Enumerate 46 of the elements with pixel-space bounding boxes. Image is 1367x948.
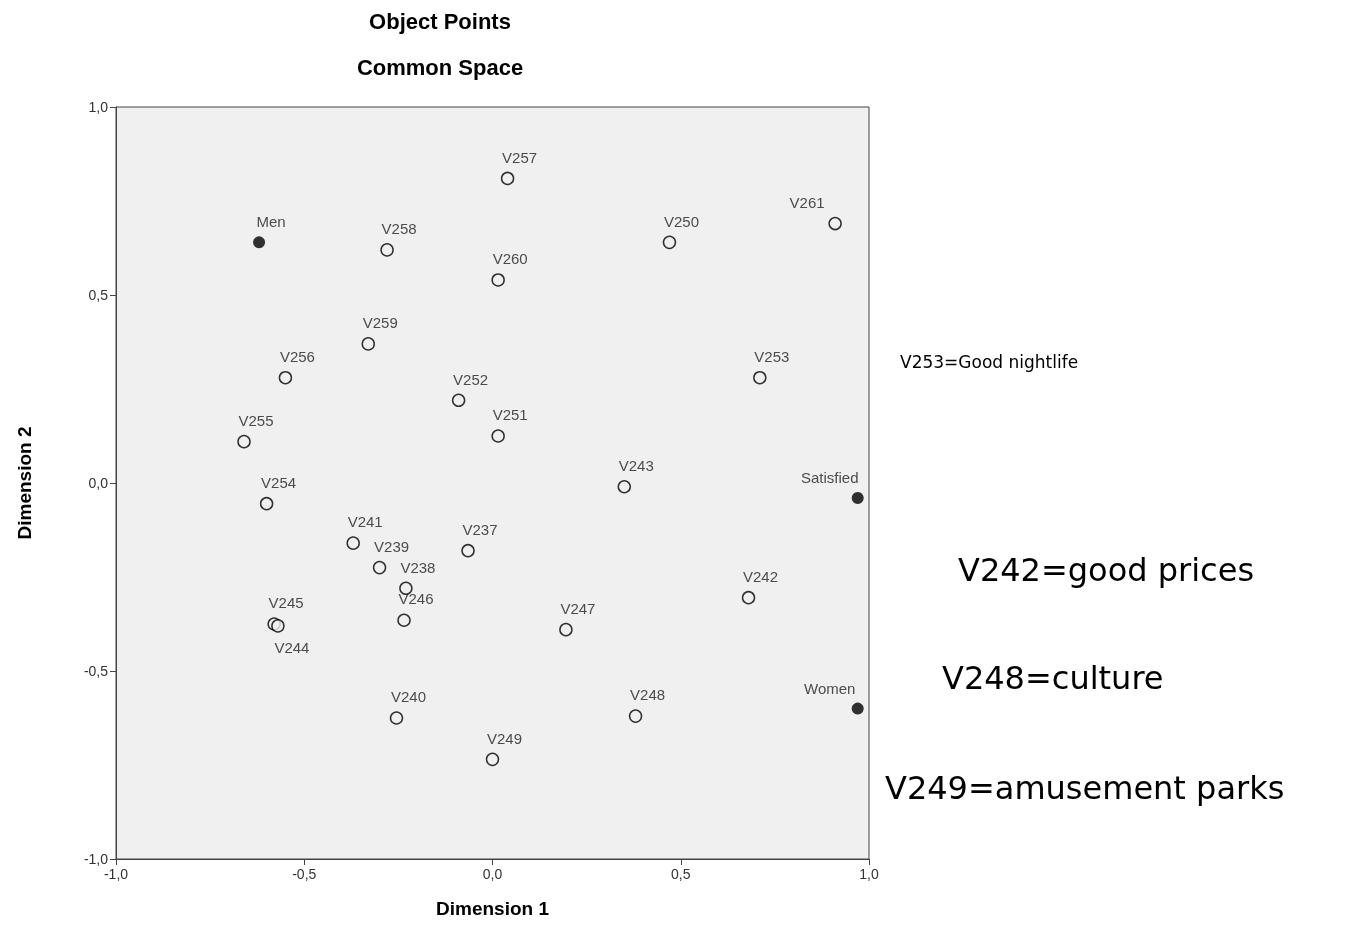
data-label: V242 <box>743 567 779 585</box>
data-label: V259 <box>362 314 398 332</box>
y-tick-label: -0,5 <box>83 663 109 679</box>
data-label: V250 <box>663 212 699 230</box>
data-label: V257 <box>502 148 538 166</box>
data-label: V237 <box>462 520 498 538</box>
y-tick-label: 1,0 <box>88 99 109 115</box>
data-label: V243 <box>618 457 654 475</box>
data-label: V239 <box>374 537 410 555</box>
text: V248=culture <box>942 659 1164 697</box>
data-label: Men <box>256 213 286 231</box>
y-tick-label: -1,0 <box>83 851 109 867</box>
x-tick-label: 0,0 <box>482 866 503 882</box>
data-label: V244 <box>274 638 310 656</box>
data-label: V238 <box>400 558 436 576</box>
data-label: V247 <box>560 599 596 617</box>
data-label: V258 <box>381 220 417 238</box>
data-label: V261 <box>789 193 825 211</box>
y-tick-label: 0,5 <box>88 287 109 303</box>
data-label: V245 <box>268 594 304 612</box>
text: V242=good prices <box>958 551 1255 589</box>
data-label: V246 <box>398 590 434 608</box>
data-label: V260 <box>492 250 528 268</box>
data-label: V252 <box>453 370 489 388</box>
x-tick-label: 0,5 <box>671 866 691 882</box>
data-label: Satisfied <box>800 469 859 487</box>
data-label: V249 <box>486 729 523 747</box>
text: V253=Good nightlife <box>900 352 1079 372</box>
x-tick-label: -1,0 <box>103 866 129 882</box>
data-label: V255 <box>238 411 274 429</box>
x-tick-label: -0,5 <box>292 866 317 882</box>
data-label: V253 <box>754 347 790 365</box>
data-label: V254 <box>261 473 297 491</box>
chart-subtitle: Common Space <box>356 54 524 80</box>
x-tick-label: 1,0 <box>859 866 879 882</box>
chart-title: Object Points <box>369 8 511 34</box>
text: V249=amusement parks <box>885 769 1285 807</box>
data-label: V241 <box>347 513 383 531</box>
data-label: V251 <box>492 406 528 424</box>
data-label: Women <box>803 679 856 697</box>
data-label: V248 <box>630 686 666 704</box>
data-label: V256 <box>279 347 315 365</box>
x-axis-title: Dimension 1 <box>436 898 550 919</box>
y-axis-title: Dimension 2 <box>14 426 35 540</box>
data-label: V240 <box>390 688 427 706</box>
y-tick-label: 0,0 <box>88 475 109 491</box>
